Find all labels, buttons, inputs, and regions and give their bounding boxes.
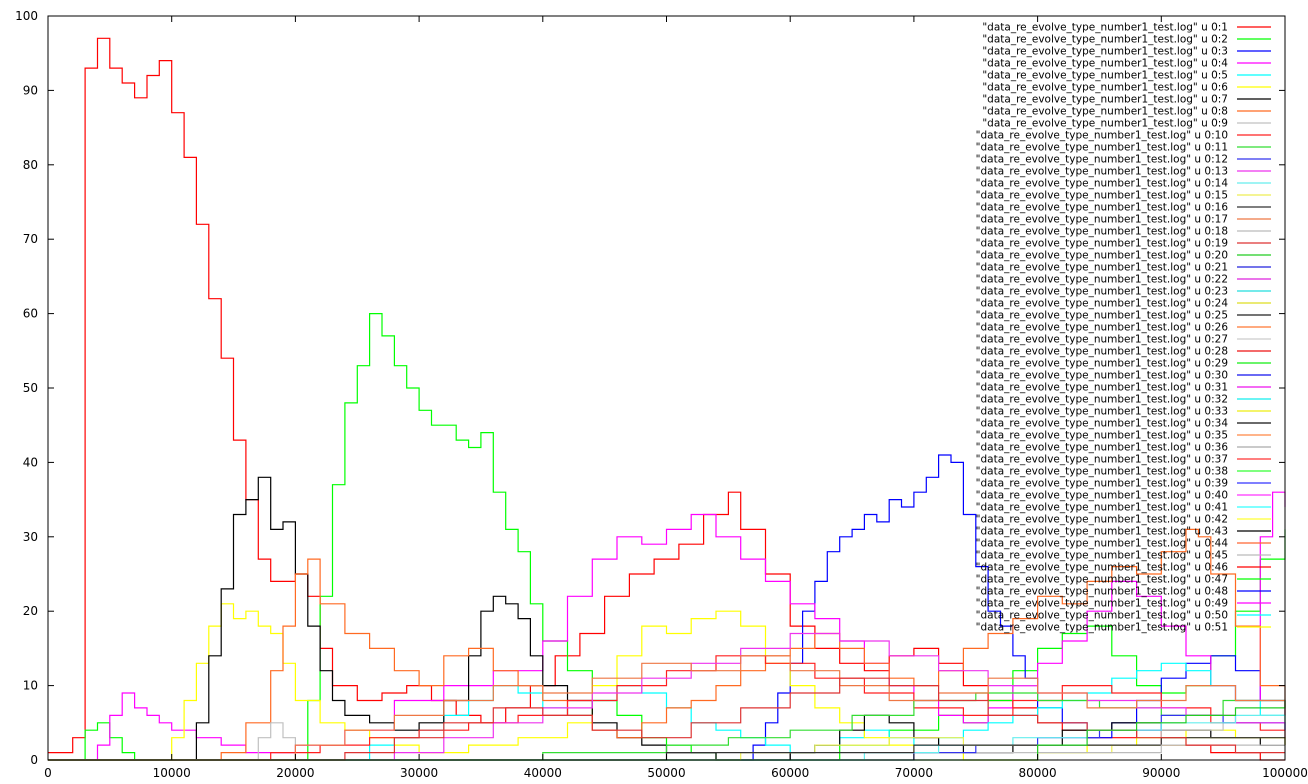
series-line-8: [48, 528, 1286, 761]
x-tick-label: 100000: [1262, 766, 1308, 780]
legend-label: "data_re_evolve_type_number1_test.log" u…: [976, 286, 1228, 298]
legend-label: "data_re_evolve_type_number1_test.log" u…: [976, 274, 1228, 286]
legend-label: "data_re_evolve_type_number1_test.log" u…: [976, 622, 1228, 634]
legend-label: "data_re_evolve_type_number1_test.log" u…: [976, 142, 1228, 154]
legend-label: "data_re_evolve_type_number1_test.log" u…: [976, 178, 1229, 190]
x-tick-label: 20000: [276, 766, 314, 780]
legend-label: "data_re_evolve_type_number1_test.log" u…: [976, 130, 1228, 142]
legend-label: "data_re_evolve_type_number1_test.log" u…: [976, 382, 1228, 394]
x-tick-label: 10000: [153, 766, 191, 780]
y-tick-label: 70: [23, 232, 38, 246]
y-tick-label: 100: [15, 9, 38, 23]
legend-label: "data_re_evolve_type_number1_test.log" u…: [976, 370, 1228, 382]
legend-label: "data_re_evolve_type_number1_test.log" u…: [976, 538, 1229, 550]
legend-label: "data_re_evolve_type_number1_test.log" u…: [982, 22, 1228, 34]
legend-label: "data_re_evolve_type_number1_test.log" u…: [982, 118, 1228, 130]
legend-label: "data_re_evolve_type_number1_test.log" u…: [976, 574, 1228, 586]
y-tick-label: 80: [23, 158, 38, 172]
legend-label: "data_re_evolve_type_number1_test.log" u…: [982, 58, 1228, 70]
legend-label: "data_re_evolve_type_number1_test.log" u…: [976, 358, 1228, 370]
legend-label: "data_re_evolve_type_number1_test.log" u…: [976, 226, 1228, 238]
legend-label: "data_re_evolve_type_number1_test.log" u…: [976, 166, 1228, 178]
y-tick-label: 40: [23, 455, 38, 469]
legend-label: "data_re_evolve_type_number1_test.log" u…: [976, 418, 1229, 430]
legend-label: "data_re_evolve_type_number1_test.log" u…: [976, 514, 1228, 526]
legend-label: "data_re_evolve_type_number1_test.log" u…: [976, 598, 1228, 610]
axis-ticks: 0 10000 20000 30000 40000 50000 60000 70000 8000…: [15, 9, 1308, 780]
legend-label: "data_re_evolve_type_number1_test.log" u…: [976, 586, 1228, 598]
legend-label: "data_re_evolve_type_number1_test.log" u…: [976, 430, 1228, 442]
legend-label: "data_re_evolve_type_number1_test.log" u…: [982, 106, 1228, 118]
y-tick-label: 50: [23, 381, 38, 395]
legend-label: "data_re_evolve_type_number1_test.log" u…: [976, 238, 1228, 250]
legend-label: "data_re_evolve_type_number1_test.log" u…: [976, 394, 1228, 406]
x-tick-label: 70000: [895, 766, 933, 780]
x-tick-label: 30000: [400, 766, 438, 780]
legend-label: "data_re_evolve_type_number1_test.log" u…: [976, 490, 1228, 502]
legend-label: "data_re_evolve_type_number1_test.log" u…: [982, 70, 1228, 82]
series-line-17: [48, 655, 1286, 761]
legend-label: "data_re_evolve_type_number1_test.log" u…: [976, 562, 1229, 574]
legend-label: "data_re_evolve_type_number1_test.log" u…: [976, 346, 1228, 358]
legend-label: "data_re_evolve_type_number1_test.log" u…: [976, 466, 1228, 478]
legend-label: "data_re_evolve_type_number1_test.log" u…: [976, 454, 1228, 466]
legend-label: "data_re_evolve_type_number1_test.log" u…: [976, 298, 1229, 310]
legend-label: "data_re_evolve_type_number1_test.log" u…: [976, 154, 1228, 166]
legend-label: "data_re_evolve_type_number1_test.log" u…: [976, 262, 1228, 274]
legend-label: "data_re_evolve_type_number1_test.log" u…: [982, 46, 1228, 58]
legend-label: "data_re_evolve_type_number1_test.log" u…: [976, 202, 1229, 214]
legend-label: "data_re_evolve_type_number1_test.log" u…: [976, 214, 1228, 226]
series-line-14: [48, 714, 1286, 761]
legend-label: "data_re_evolve_type_number1_test.log" u…: [976, 478, 1228, 490]
legend-label: "data_re_evolve_type_number1_test.log" u…: [976, 334, 1228, 346]
legend-label: "data_re_evolve_type_number1_test.log" u…: [976, 550, 1228, 562]
x-tick-label: 90000: [1142, 766, 1180, 780]
legend-label: "data_re_evolve_type_number1_test.log" u…: [976, 526, 1228, 538]
legend-label: "data_re_evolve_type_number1_test.log" u…: [982, 34, 1228, 46]
y-tick-label: 20: [23, 604, 38, 618]
y-tick-label: 60: [23, 307, 38, 321]
series-line-11: [48, 692, 1286, 761]
x-tick-label: 60000: [771, 766, 809, 780]
legend-label: "data_re_evolve_type_number1_test.log" u…: [976, 502, 1228, 514]
legend-label: "data_re_evolve_type_number1_test.log" u…: [976, 406, 1228, 418]
legend-label: "data_re_evolve_type_number1_test.log" u…: [976, 250, 1228, 262]
x-tick-label: 40000: [524, 766, 562, 780]
y-tick-label: 90: [23, 83, 38, 97]
legend-label: "data_re_evolve_type_number1_test.log" u…: [982, 82, 1228, 94]
y-tick-label: 30: [23, 530, 38, 544]
legend-label: "data_re_evolve_type_number1_test.log" u…: [976, 322, 1229, 334]
legend-label: "data_re_evolve_type_number1_test.log" u…: [976, 310, 1228, 322]
y-tick-label: 0: [30, 753, 38, 767]
legend-label: "data_re_evolve_type_number1_test.log" u…: [982, 94, 1228, 106]
x-tick-label: 80000: [1019, 766, 1057, 780]
legend: "data_re_evolve_type_number1_test.log" u…: [976, 22, 1271, 634]
legend-label: "data_re_evolve_type_number1_test.log" u…: [976, 442, 1229, 454]
legend-label: "data_re_evolve_type_number1_test.log" u…: [976, 610, 1228, 622]
y-tick-label: 10: [23, 679, 38, 693]
legend-label: "data_re_evolve_type_number1_test.log" u…: [976, 190, 1228, 202]
x-tick-label: 50000: [647, 766, 685, 780]
x-tick-label: 0: [44, 766, 52, 780]
